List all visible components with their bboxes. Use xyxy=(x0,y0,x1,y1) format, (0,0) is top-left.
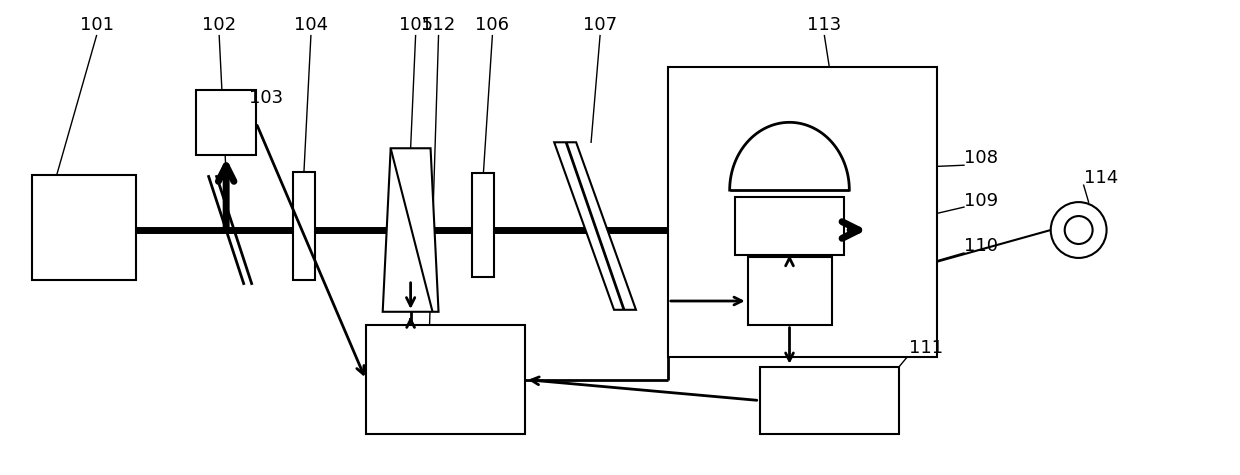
Text: 112: 112 xyxy=(422,16,455,34)
Bar xyxy=(734,197,844,255)
Text: 107: 107 xyxy=(583,16,618,34)
Text: 104: 104 xyxy=(294,16,327,34)
Polygon shape xyxy=(554,142,636,310)
Bar xyxy=(366,325,526,435)
Text: 102: 102 xyxy=(202,16,237,34)
Bar xyxy=(668,67,937,357)
Bar xyxy=(196,90,257,155)
Bar xyxy=(748,257,832,325)
Bar xyxy=(32,175,136,280)
Text: 106: 106 xyxy=(475,16,510,34)
Text: 113: 113 xyxy=(807,16,842,34)
Text: 101: 101 xyxy=(79,16,114,34)
Text: 110: 110 xyxy=(963,237,998,255)
Text: 103: 103 xyxy=(249,89,283,107)
Text: 114: 114 xyxy=(1084,169,1118,187)
Bar xyxy=(293,172,315,280)
Text: 111: 111 xyxy=(909,339,944,357)
Text: 105: 105 xyxy=(398,16,433,34)
Text: 108: 108 xyxy=(963,149,998,167)
Text: 109: 109 xyxy=(963,192,998,210)
Bar xyxy=(472,173,495,277)
Polygon shape xyxy=(383,148,439,312)
Bar xyxy=(760,367,899,435)
